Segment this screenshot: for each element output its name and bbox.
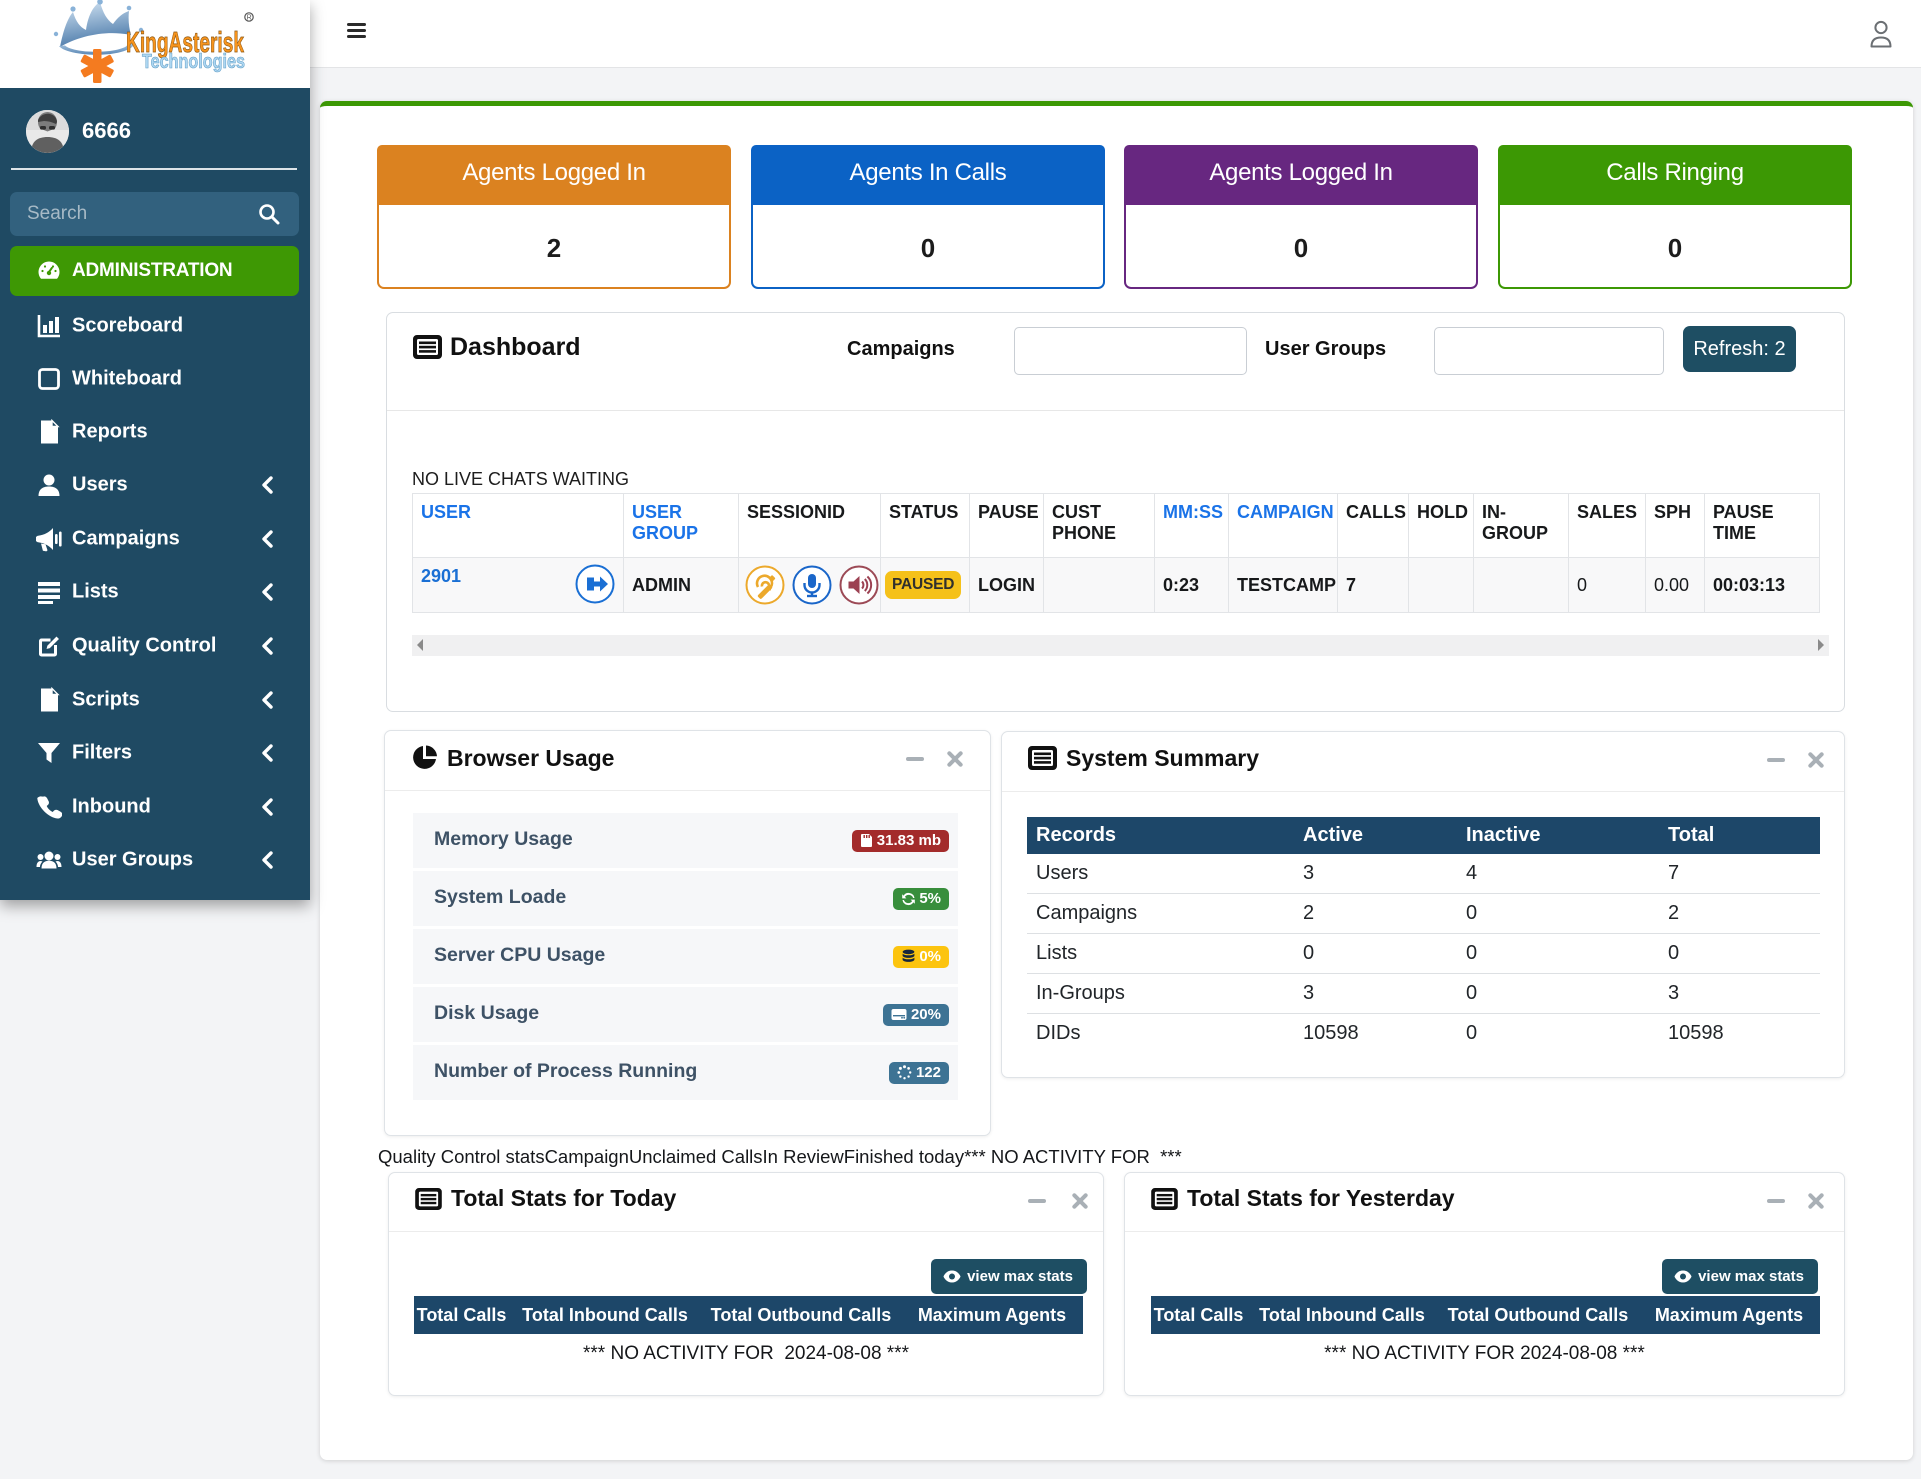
svg-text:KingAsterisk: KingAsterisk: [126, 27, 245, 59]
svg-text:Technologies: Technologies: [142, 51, 245, 73]
svg-text:R: R: [247, 15, 252, 22]
